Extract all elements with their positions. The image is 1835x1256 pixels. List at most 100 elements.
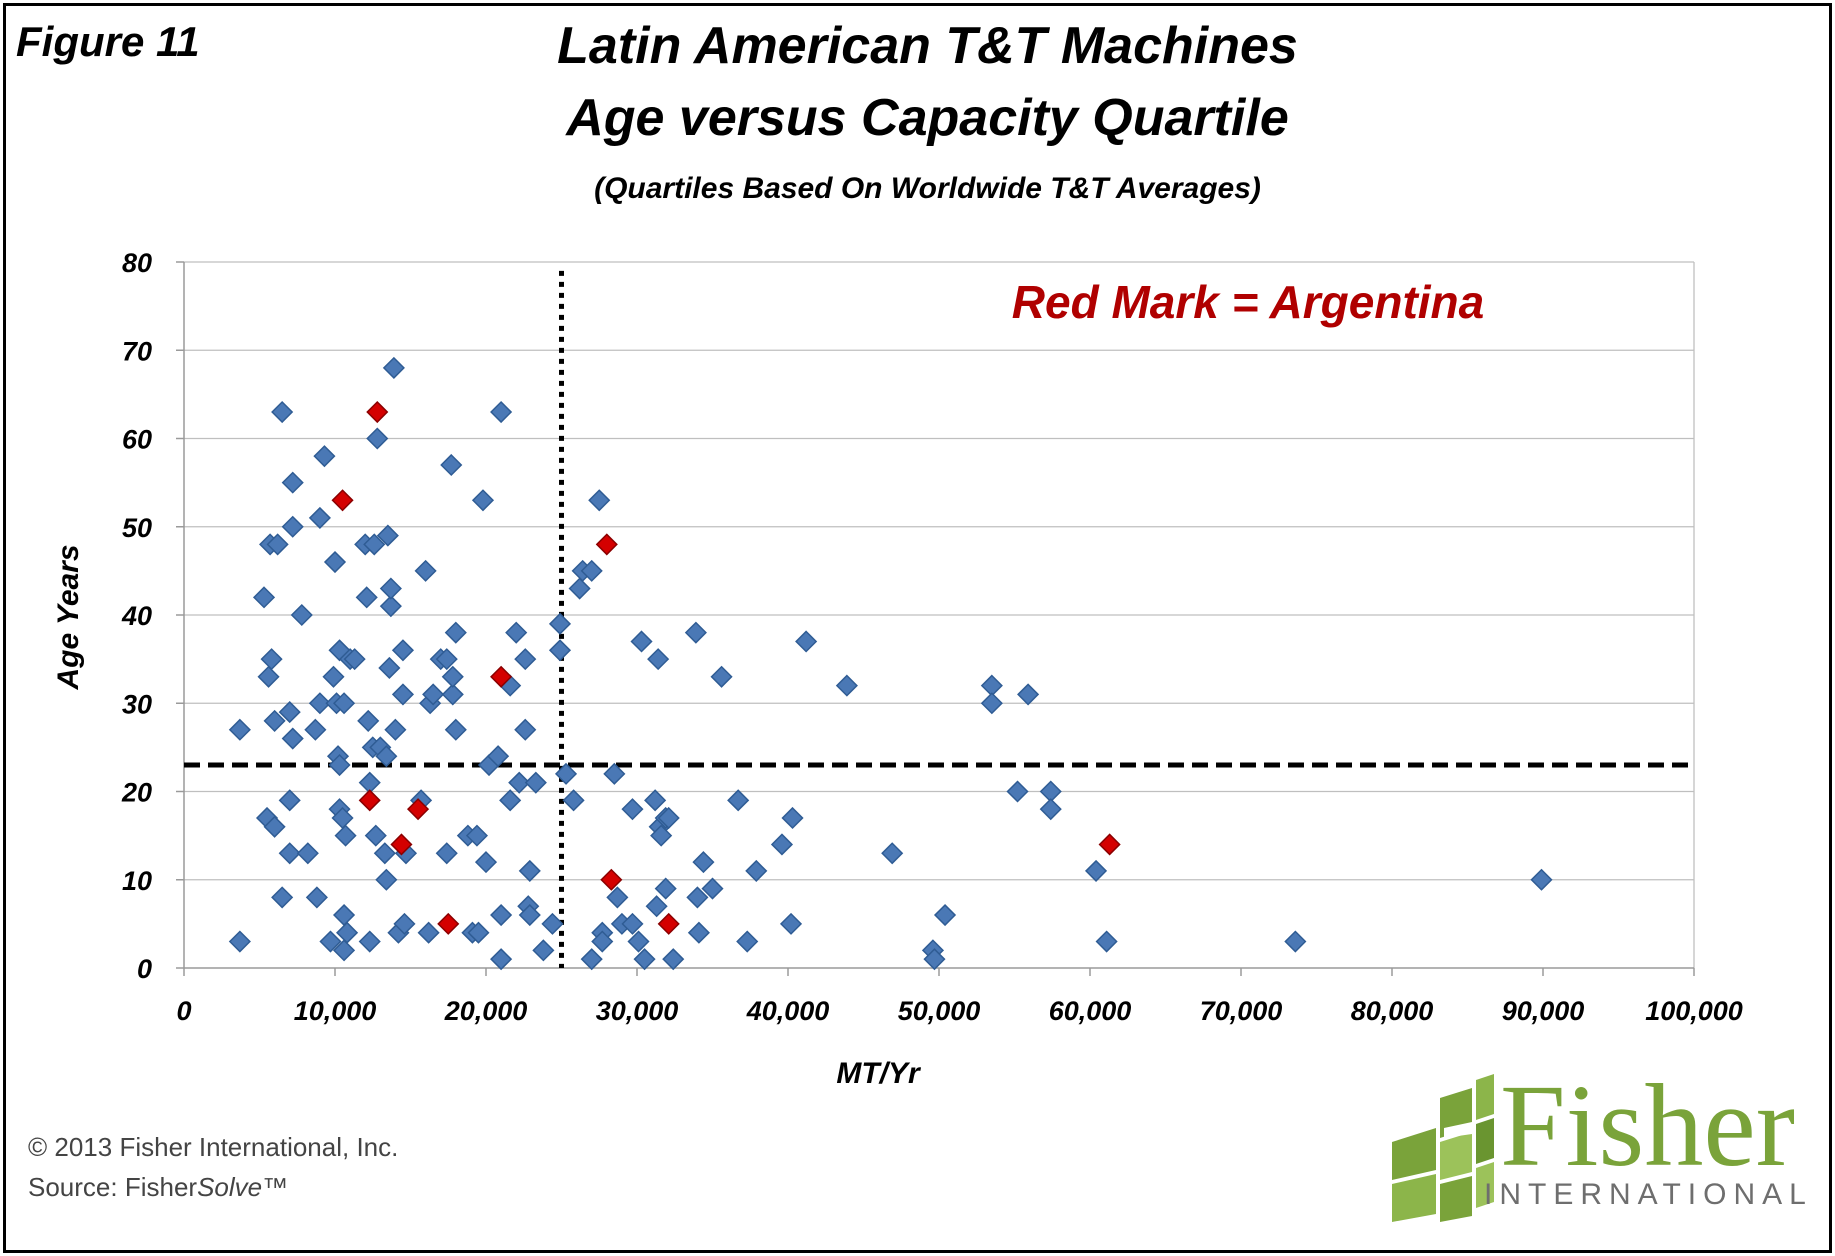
data-point bbox=[355, 586, 378, 609]
data-point bbox=[441, 683, 464, 706]
data-point-argentina bbox=[437, 912, 460, 935]
data-point bbox=[379, 595, 402, 618]
data-point bbox=[508, 771, 531, 794]
y-tick-label: 40 bbox=[121, 601, 152, 631]
data-point bbox=[332, 692, 356, 715]
figure-frame bbox=[3, 3, 1832, 1253]
x-tick-label: 100,000 bbox=[1645, 996, 1743, 1026]
data-point bbox=[627, 930, 650, 953]
data-point bbox=[603, 762, 626, 785]
data-point bbox=[260, 648, 283, 671]
data-point bbox=[881, 842, 904, 865]
data-point bbox=[1084, 859, 1108, 882]
data-point bbox=[435, 648, 458, 671]
y-tick-label: 10 bbox=[122, 866, 152, 896]
data-point bbox=[257, 665, 280, 688]
data-point bbox=[278, 701, 301, 724]
data-point bbox=[319, 930, 342, 953]
data-point bbox=[391, 683, 415, 706]
data-point bbox=[647, 648, 670, 671]
logo-word: Fisher bbox=[1500, 1060, 1795, 1191]
data-point bbox=[391, 639, 415, 662]
y-tick-label: 30 bbox=[122, 689, 152, 719]
data-point bbox=[363, 533, 386, 556]
data-point bbox=[554, 762, 578, 785]
data-point bbox=[687, 921, 710, 944]
data-point bbox=[645, 895, 668, 918]
data-point bbox=[336, 921, 359, 944]
data-point bbox=[263, 709, 286, 732]
x-tick-label: 40,000 bbox=[746, 996, 830, 1026]
source-italic: Solve bbox=[197, 1172, 263, 1202]
data-point-argentina bbox=[331, 489, 354, 512]
data-point bbox=[980, 692, 1003, 715]
chart-title-line1: Latin American T&T Machines bbox=[557, 17, 1298, 75]
figure-label: Figure 11 bbox=[16, 18, 200, 65]
data-point bbox=[332, 903, 356, 927]
data-point bbox=[328, 753, 351, 777]
tick-labels: 0 10 20 30 40 50 60 70 80 0 10,000 20,000 30,000 40,0… bbox=[121, 248, 1743, 1026]
data-point bbox=[514, 718, 537, 741]
data-point-argentina bbox=[366, 400, 389, 424]
data-point bbox=[1039, 798, 1062, 821]
data-point bbox=[358, 930, 381, 953]
x-tick-label: 50,000 bbox=[898, 996, 981, 1026]
data-point bbox=[471, 489, 495, 512]
data-point bbox=[795, 630, 818, 653]
x-axis-title: MT/Yr bbox=[836, 1057, 922, 1090]
x-tick-label: 60,000 bbox=[1049, 996, 1132, 1026]
data-point bbox=[1530, 868, 1553, 891]
data-point bbox=[366, 427, 389, 450]
data-point bbox=[263, 815, 286, 838]
data-point bbox=[281, 727, 304, 750]
data-point bbox=[373, 842, 396, 865]
x-tick-label: 10,000 bbox=[294, 996, 377, 1026]
data-point bbox=[633, 948, 656, 971]
data-point bbox=[417, 921, 440, 944]
data-point bbox=[376, 524, 399, 547]
data-point bbox=[686, 886, 709, 909]
data-point bbox=[657, 806, 680, 830]
data-point bbox=[580, 948, 603, 971]
data-point bbox=[290, 603, 313, 627]
data-point bbox=[384, 718, 407, 741]
data-point bbox=[379, 577, 402, 600]
data-point bbox=[621, 798, 644, 821]
copyright-text: © 2013 Fisher International, Inc. bbox=[28, 1132, 399, 1162]
data-point bbox=[644, 789, 667, 812]
data-point bbox=[444, 621, 467, 644]
data-point bbox=[467, 921, 490, 944]
data-point bbox=[228, 718, 251, 741]
data-point bbox=[630, 630, 653, 653]
data-point bbox=[444, 718, 467, 741]
data-point bbox=[621, 912, 644, 935]
x-tick-label: 70,000 bbox=[1200, 996, 1283, 1026]
logo-building-icon bbox=[1392, 1074, 1494, 1222]
data-point bbox=[296, 842, 319, 865]
data-point bbox=[414, 559, 437, 582]
data-point bbox=[278, 789, 301, 812]
data-point bbox=[422, 683, 445, 706]
y-tick-label: 20 bbox=[121, 778, 152, 808]
data-point bbox=[727, 789, 750, 812]
x-tick-label: 90,000 bbox=[1502, 996, 1585, 1026]
data-point bbox=[281, 471, 304, 494]
data-point-argentina bbox=[1098, 833, 1121, 856]
x-tick-label: 30,000 bbox=[596, 996, 679, 1026]
data-point-argentina bbox=[390, 833, 413, 856]
data-point bbox=[1095, 930, 1118, 953]
data-point bbox=[322, 665, 345, 688]
data-point bbox=[490, 903, 513, 927]
data-point bbox=[518, 903, 541, 927]
y-tick-label: 70 bbox=[122, 336, 152, 366]
logo-subtitle: INTERNATIONAL bbox=[1484, 1178, 1813, 1211]
data-point bbox=[278, 842, 301, 865]
x-tick-label: 80,000 bbox=[1351, 996, 1434, 1026]
data-point bbox=[435, 842, 458, 865]
data-point bbox=[281, 515, 304, 538]
data-point bbox=[271, 886, 294, 909]
chart-title-line2: Age versus Capacity Quartile bbox=[566, 89, 1289, 147]
data-point bbox=[465, 824, 489, 847]
data-point bbox=[580, 559, 603, 582]
